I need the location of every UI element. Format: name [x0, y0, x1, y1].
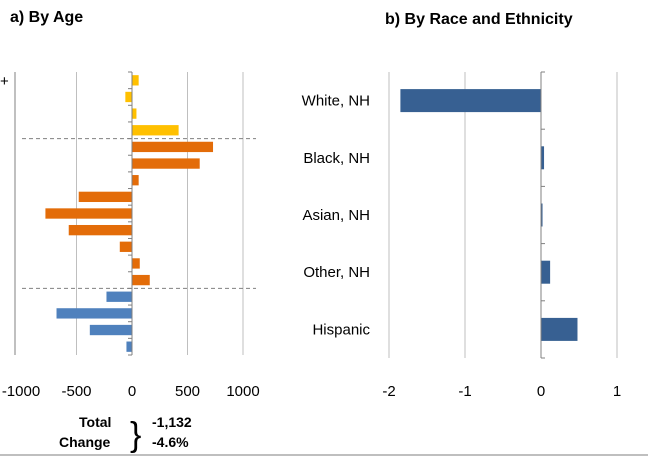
chart-b-bar: [541, 317, 578, 341]
total-change-label-line2: Change: [59, 434, 111, 450]
chart-a-x-tick-label: -500: [61, 383, 91, 400]
chart-a-x-tick-label: 0: [128, 383, 136, 400]
total-change-brace: }: [130, 416, 141, 454]
chart-a-x-tick-label: 1000: [226, 383, 259, 400]
chart-a-bar: [132, 258, 140, 269]
chart-b-title: b) By Race and Ethnicity: [385, 11, 573, 28]
chart-b-bar: [541, 203, 543, 227]
chart-a-bar: [56, 308, 132, 319]
chart-b-bar: [541, 146, 545, 170]
chart-a-bar: [45, 208, 132, 219]
chart-b-x-tick-label: -2: [382, 383, 395, 400]
chart-b-category-label: Other, NH: [303, 264, 370, 281]
total-change-note: Total Change } -1,132 -4.6%: [59, 414, 192, 454]
chart-a-bar: [132, 274, 150, 286]
chart-a-bar: [68, 224, 132, 236]
total-change-label-line1: Total: [79, 414, 111, 430]
chart-b-x-tick-label: 1: [613, 383, 621, 400]
chart-a-bar: [132, 158, 200, 169]
chart-a-bar: [132, 108, 137, 119]
chart-a-bar: [132, 75, 139, 86]
chart-a-bar: [106, 291, 132, 302]
total-change-value: -1,132: [152, 414, 192, 430]
chart-a-plot: -1000 -500 0 500 1000 +: [0, 71, 260, 400]
chart-a-bar: [132, 141, 214, 153]
chart-b-bar: [400, 89, 541, 113]
chart-a-bar: [89, 324, 132, 336]
chart-a-bar: [126, 341, 132, 352]
chart-a-bar: [78, 191, 132, 203]
chart-b-category-label: White, NH: [302, 93, 370, 110]
chart-a-title: a) By Age: [10, 9, 84, 26]
chart-a-bar: [132, 125, 179, 136]
chart-b-x-tick-label: 0: [537, 383, 545, 400]
chart-b-category-label: Asian, NH: [302, 207, 370, 224]
chart-a-category-label-fragment: +: [0, 73, 9, 90]
chart-a-x-tick-label: -1000: [2, 383, 40, 400]
chart-b-plot: White, NH Black, NH Asian, NH Other, NH Hisp…: [302, 71, 621, 400]
chart-a-x-tick-label: 500: [175, 383, 200, 400]
chart-b-bar: [541, 260, 551, 284]
chart-b-category-label: Black, NH: [303, 150, 370, 167]
chart-a-bar: [119, 241, 132, 252]
chart-b-category-label: Hispanic: [312, 321, 370, 338]
chart-a-bar: [125, 91, 132, 103]
total-change-percent: -4.6%: [152, 434, 189, 450]
chart-a-bar: [132, 175, 139, 186]
chart-b-x-tick-label: -1: [458, 383, 471, 400]
